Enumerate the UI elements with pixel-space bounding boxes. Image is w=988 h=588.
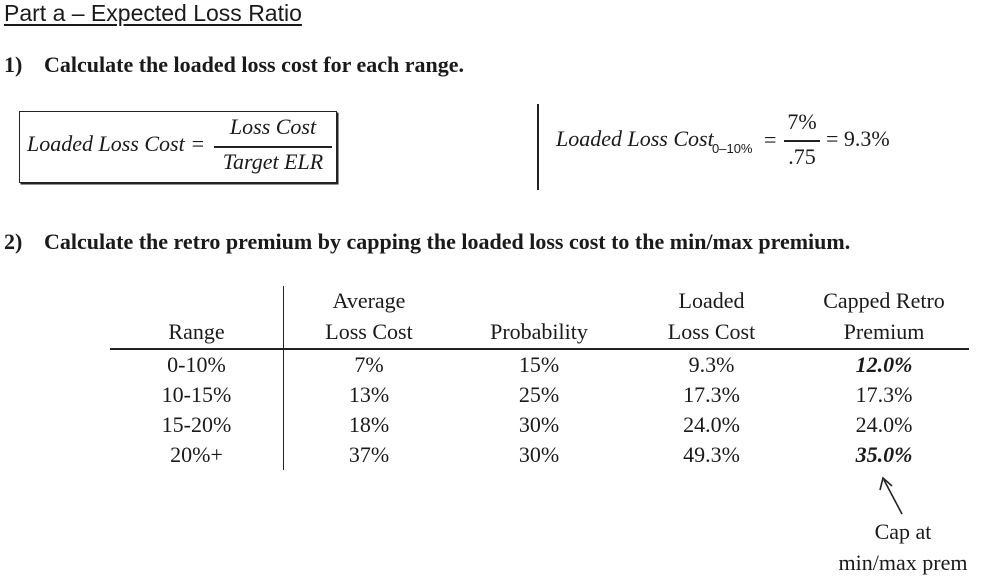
up-arrow-icon: [879, 476, 903, 515]
cell-range: 15-20%: [110, 410, 284, 440]
cell-capped-retro: 35.0%: [855, 442, 913, 467]
header-range-line1: [110, 286, 284, 317]
cell-range: 10-15%: [110, 380, 284, 410]
cell-avg-loss: 7%: [354, 352, 384, 377]
header-probability: Probability: [454, 317, 624, 350]
question-1-number: 1): [4, 52, 23, 77]
cell-range: 0-10%: [110, 349, 284, 380]
cell-capped-retro: 12.0%: [855, 352, 913, 377]
example-lhs: Loaded Loss Cost: [556, 126, 714, 151]
question-1: 1) Calculate the loaded loss cost for eac…: [4, 52, 464, 78]
table-row: 0-10% 7% 15% 9.3% 12.0%: [110, 349, 969, 380]
cell-range: 20%+: [110, 440, 284, 470]
formula-box: [19, 111, 337, 183]
cap-note-line1: Cap at: [874, 519, 932, 544]
cell-avg-loss: 37%: [348, 442, 390, 467]
cell-probability: 30%: [518, 412, 560, 437]
cell-loaded-loss: 24.0%: [683, 412, 740, 437]
question-1-text: Calculate the loaded loss cost for each …: [44, 52, 464, 77]
cell-probability: 15%: [518, 352, 560, 377]
table-row: 15-20% 18% 30% 24.0% 24.0%: [110, 410, 969, 440]
header-avg-loss-line1: Average: [332, 288, 406, 313]
formula-fraction-line: [214, 146, 332, 148]
vertical-separator: [537, 104, 539, 190]
cell-capped-retro: 24.0%: [855, 412, 913, 437]
cell-avg-loss: 18%: [348, 412, 390, 437]
header-probability-line1: [454, 286, 624, 317]
header-loaded-loss-line2: Loss Cost: [624, 317, 799, 350]
cell-loaded-loss: 49.3%: [683, 442, 740, 467]
example-denominator: .75: [788, 144, 816, 169]
cell-avg-loss: 13%: [348, 382, 390, 407]
cell-probability: 30%: [518, 442, 560, 467]
question-2-text: Calculate the retro premium by capping t…: [44, 229, 851, 254]
question-2-number: 2): [4, 229, 23, 254]
table-row: 20%+ 37% 30% 49.3% 35.0%: [110, 440, 969, 470]
retro-premium-table: Average Loaded Capped Retro Range Loss C…: [110, 286, 969, 470]
cell-loaded-loss: 9.3%: [688, 352, 735, 377]
cap-note-line2: min/max prem: [838, 550, 968, 575]
question-2: 2) Calculate the retro premium by capping…: [4, 229, 850, 255]
header-range: Range: [110, 317, 284, 350]
cell-probability: 25%: [518, 382, 560, 407]
header-capped-retro-line2: Premium: [799, 317, 969, 350]
part-title: Part a – Expected Loss Ratio: [4, 0, 302, 26]
cell-loaded-loss: 17.3%: [683, 382, 740, 407]
example-result: = 9.3%: [826, 126, 890, 151]
example-numerator: 7%: [787, 109, 817, 134]
formula-denominator: Target ELR: [222, 149, 324, 174]
header-loaded-loss-line1: Loaded: [678, 288, 745, 313]
header-avg-loss-line2: Loss Cost: [283, 317, 454, 350]
cap-note: Cap at min/max prem: [828, 516, 978, 578]
table-header-row-1: Average Loaded Capped Retro: [110, 286, 969, 317]
example-fraction-line: [784, 140, 820, 142]
formula-numerator: Loss Cost: [229, 114, 317, 139]
example-equals: =: [764, 127, 777, 152]
table-header-row-2: Range Loss Cost Probability Loss Cost Pr…: [110, 317, 969, 350]
header-capped-retro-line1: Capped Retro: [823, 288, 945, 313]
formula-lhs: Loaded Loss Cost =: [27, 131, 206, 156]
cell-capped-retro: 17.3%: [855, 382, 913, 407]
example-subscript: 0–10%: [712, 141, 753, 156]
table-row: 10-15% 13% 25% 17.3% 17.3%: [110, 380, 969, 410]
